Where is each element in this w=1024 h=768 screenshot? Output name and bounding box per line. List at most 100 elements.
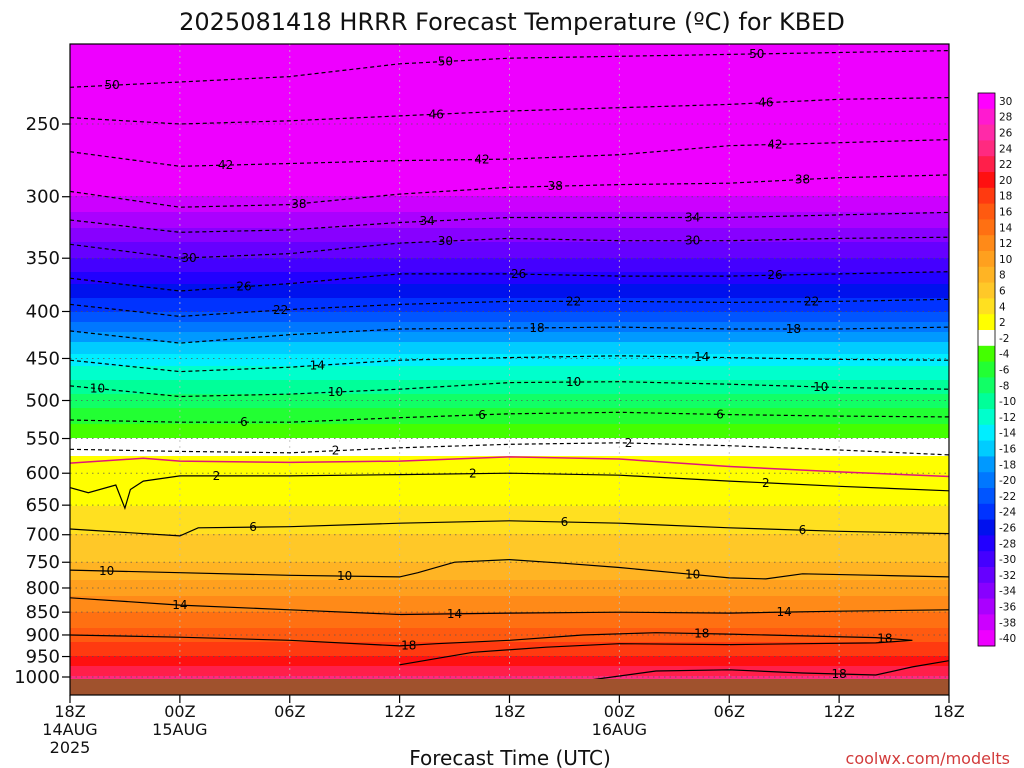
- field-band: [70, 292, 949, 295]
- field-band: [70, 466, 949, 469]
- field-band: [70, 60, 949, 63]
- isotherm-label: 30: [685, 234, 700, 248]
- field-band: [70, 462, 949, 465]
- x-axis-label: Forecast Time (UTC): [409, 746, 611, 768]
- field-band: [70, 546, 949, 549]
- field-band: [70, 406, 949, 409]
- field-band: [70, 64, 949, 67]
- field-band: [70, 444, 949, 447]
- field-band: [70, 390, 949, 393]
- colorbar-swatch: [978, 551, 995, 568]
- field-band: [70, 486, 949, 489]
- field-band: [70, 432, 949, 435]
- field-band: [70, 316, 949, 319]
- field-band: [70, 414, 949, 417]
- field-band: [70, 54, 949, 57]
- field-band: [70, 420, 949, 423]
- isotherm-line: [70, 236, 949, 259]
- colorbar-label: -18: [999, 459, 1016, 471]
- isotherm-label: 2: [213, 469, 221, 483]
- credit-link[interactable]: coolwx.com/modelts: [846, 749, 1010, 768]
- field-band: [70, 586, 949, 589]
- field-band: [70, 396, 949, 399]
- field-band: [70, 412, 949, 415]
- colorbar-frame: [977, 92, 996, 647]
- isotherm-label: 42: [767, 137, 782, 151]
- field-band: [70, 58, 949, 61]
- colorbar-label: 28: [999, 112, 1012, 124]
- y-tick-label: 250: [26, 114, 60, 135]
- field-band: [70, 670, 949, 673]
- field-band: [70, 216, 949, 219]
- isotherm-label: 2: [625, 436, 633, 450]
- field-band: [70, 468, 949, 471]
- field-band: [70, 652, 949, 655]
- y-axis: 2503003504004505005506006507007508008509…: [14, 114, 70, 688]
- field-band: [70, 514, 949, 517]
- colorbar-label: -12: [999, 412, 1016, 424]
- field-band: [70, 142, 949, 145]
- field-band: [70, 106, 949, 109]
- field-band: [70, 214, 949, 217]
- colorbar-swatch: [978, 535, 995, 552]
- field-band: [70, 478, 949, 481]
- field-band: [70, 198, 949, 201]
- field-band: [70, 556, 949, 559]
- field-band: [70, 484, 949, 487]
- colorbar-swatch: [978, 503, 995, 520]
- isotherm-line: [70, 381, 949, 398]
- isotherm-label: 6: [799, 523, 807, 537]
- field-band: [70, 594, 949, 597]
- colorbar-label: -28: [999, 538, 1016, 550]
- colorbar-label: 14: [999, 222, 1013, 234]
- field-band: [70, 582, 949, 585]
- field-band: [70, 226, 949, 229]
- field-band: [70, 138, 949, 141]
- colorbar-label: 2: [999, 317, 1006, 329]
- field-band: [70, 394, 949, 397]
- x-tick-label: 12Z: [384, 702, 415, 721]
- field-band: [70, 370, 949, 373]
- field-band: [70, 204, 949, 207]
- field-band: [70, 132, 949, 135]
- field-band: [70, 528, 949, 531]
- field-band: [70, 676, 949, 679]
- field-band: [70, 172, 949, 175]
- colorbar-label: -22: [999, 491, 1016, 503]
- field-band: [70, 570, 949, 573]
- isotherm-line: [70, 632, 913, 666]
- field-band: [70, 178, 949, 181]
- y-tick-label: 900: [26, 625, 60, 646]
- field-band: [70, 184, 949, 187]
- field-band: [70, 90, 949, 93]
- colorbar-swatch: [978, 266, 995, 283]
- isotherm-label: 50: [749, 47, 764, 61]
- field-band: [70, 196, 949, 199]
- field-band: [70, 244, 949, 247]
- isotherm-label: 10: [328, 385, 343, 399]
- isotherm-label: 26: [236, 280, 251, 294]
- field-band: [70, 220, 949, 223]
- field-band: [70, 600, 949, 603]
- x-tick-label: 18Z: [933, 702, 964, 721]
- colorbar-swatch: [978, 361, 995, 378]
- field-band: [70, 108, 949, 111]
- isotherm-label: 18: [831, 667, 846, 681]
- colorbar-label: 22: [999, 159, 1012, 171]
- field-band: [70, 274, 949, 277]
- field-band: [70, 262, 949, 265]
- field-band: [70, 322, 949, 325]
- field-band: [70, 358, 949, 361]
- field-band: [70, 346, 949, 349]
- isotherm-label: 10: [337, 569, 352, 583]
- colorbar-label: 16: [999, 207, 1013, 219]
- field-band: [70, 360, 949, 363]
- isotherm-label: 26: [511, 267, 526, 281]
- colorbar-swatch: [978, 235, 995, 252]
- isotherm-label: 14: [447, 607, 462, 621]
- field-band: [70, 646, 949, 649]
- x-tick-label: 00Z: [164, 702, 195, 721]
- field-band: [70, 258, 949, 261]
